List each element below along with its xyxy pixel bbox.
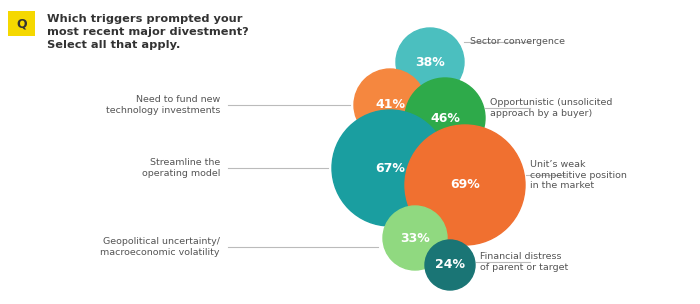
- Circle shape: [405, 78, 485, 158]
- Circle shape: [354, 69, 426, 141]
- Circle shape: [396, 28, 464, 96]
- Text: 46%: 46%: [430, 112, 460, 125]
- Text: Unit’s weak
competitive position
in the market: Unit’s weak competitive position in the …: [530, 160, 627, 190]
- Text: Need to fund new
technology investments: Need to fund new technology investments: [106, 95, 220, 115]
- Text: 67%: 67%: [375, 161, 405, 174]
- Text: 24%: 24%: [435, 258, 465, 271]
- Text: Financial distress
of parent or target: Financial distress of parent or target: [480, 252, 568, 272]
- Text: 69%: 69%: [450, 178, 480, 192]
- Text: 41%: 41%: [375, 98, 405, 112]
- Text: Sector convergence: Sector convergence: [470, 37, 565, 47]
- Text: Opportunistic (unsolicited
approach by a buyer): Opportunistic (unsolicited approach by a…: [490, 98, 612, 118]
- Circle shape: [425, 240, 475, 290]
- Text: 33%: 33%: [400, 232, 430, 244]
- Text: Streamline the
operating model: Streamline the operating model: [141, 158, 220, 178]
- Text: Geopolitical uncertainty/
macroeconomic volatility: Geopolitical uncertainty/ macroeconomic …: [101, 237, 220, 257]
- Text: 38%: 38%: [415, 56, 445, 68]
- Circle shape: [332, 110, 448, 226]
- Circle shape: [405, 125, 525, 245]
- Circle shape: [383, 206, 447, 270]
